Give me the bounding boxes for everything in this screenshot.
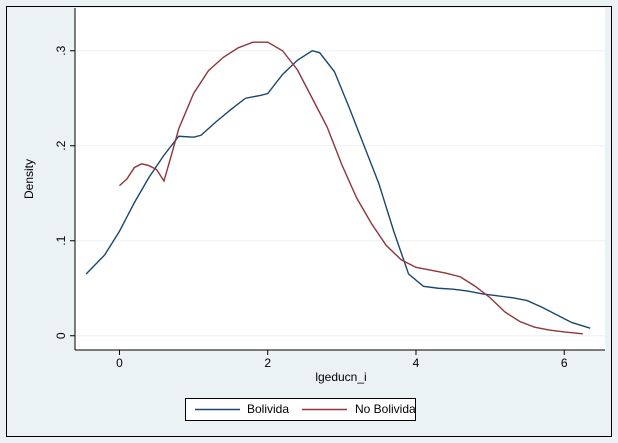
plot-area <box>75 8 605 350</box>
y-axis-title: Density <box>22 159 36 199</box>
legend-box <box>185 398 416 421</box>
y-tick-label: .2 <box>54 140 68 150</box>
x-tick-label: 2 <box>264 356 271 370</box>
x-axis-title: lgeducn_i <box>315 370 366 384</box>
y-tick-label: 0 <box>54 332 68 339</box>
legend-label: No Bolivida <box>355 402 416 416</box>
y-tick-label: .1 <box>54 235 68 245</box>
x-tick-label: 0 <box>116 356 123 370</box>
x-tick-label: 4 <box>413 356 420 370</box>
x-tick-label: 6 <box>561 356 568 370</box>
legend-label: Bolivida <box>247 402 289 416</box>
line-series <box>119 41 583 335</box>
y-tick-label: .3 <box>54 45 68 55</box>
outer-frame <box>6 6 612 437</box>
